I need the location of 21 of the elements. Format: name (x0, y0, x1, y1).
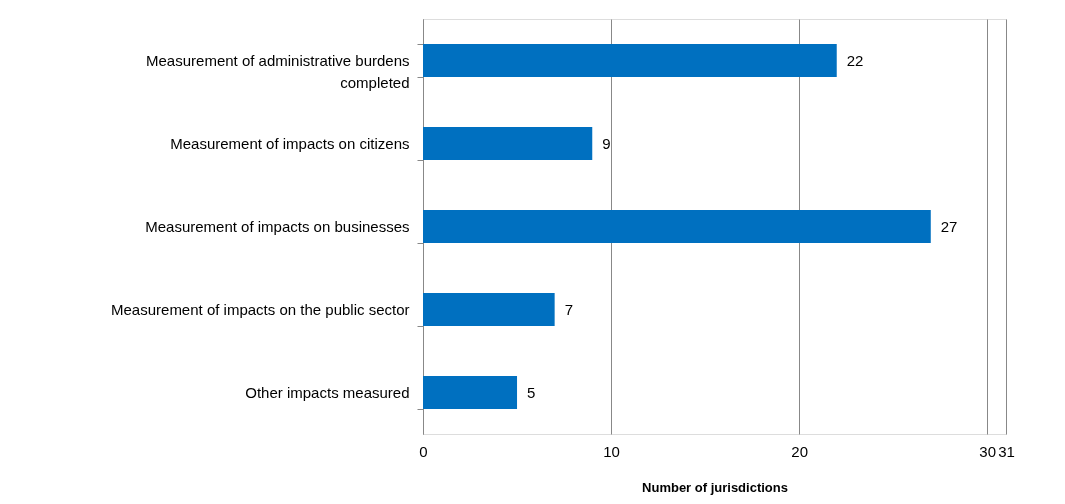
x-tick-label: 30 (979, 442, 997, 460)
x-tick-label: 31 (998, 442, 1015, 460)
y-tick-label: Measurement of impacts on the public sector (111, 301, 410, 318)
data-label: 9 (602, 134, 611, 152)
y-tick-label: Measurement of impacts on businesses (145, 218, 410, 235)
bar (423, 292, 555, 327)
data-label: 27 (940, 217, 958, 235)
bar (423, 375, 518, 410)
data-label: 7 (564, 300, 573, 318)
bar (423, 43, 837, 78)
x-tick-label: 0 (419, 442, 428, 460)
x-axis-title: Number of jurisdictions (642, 479, 788, 495)
data-label: 22 (846, 51, 864, 69)
y-tick-label: Measurement of impacts on citizens (170, 135, 410, 152)
x-tick-label: 10 (603, 442, 620, 460)
y-tick-label: Measurement of administrative burdens completed (146, 52, 410, 91)
x-tick-label: 20 (791, 442, 808, 460)
bar (423, 209, 931, 244)
data-label: 5 (527, 383, 536, 401)
y-tick-label: Other impacts measured (245, 384, 410, 401)
bar (423, 126, 593, 161)
